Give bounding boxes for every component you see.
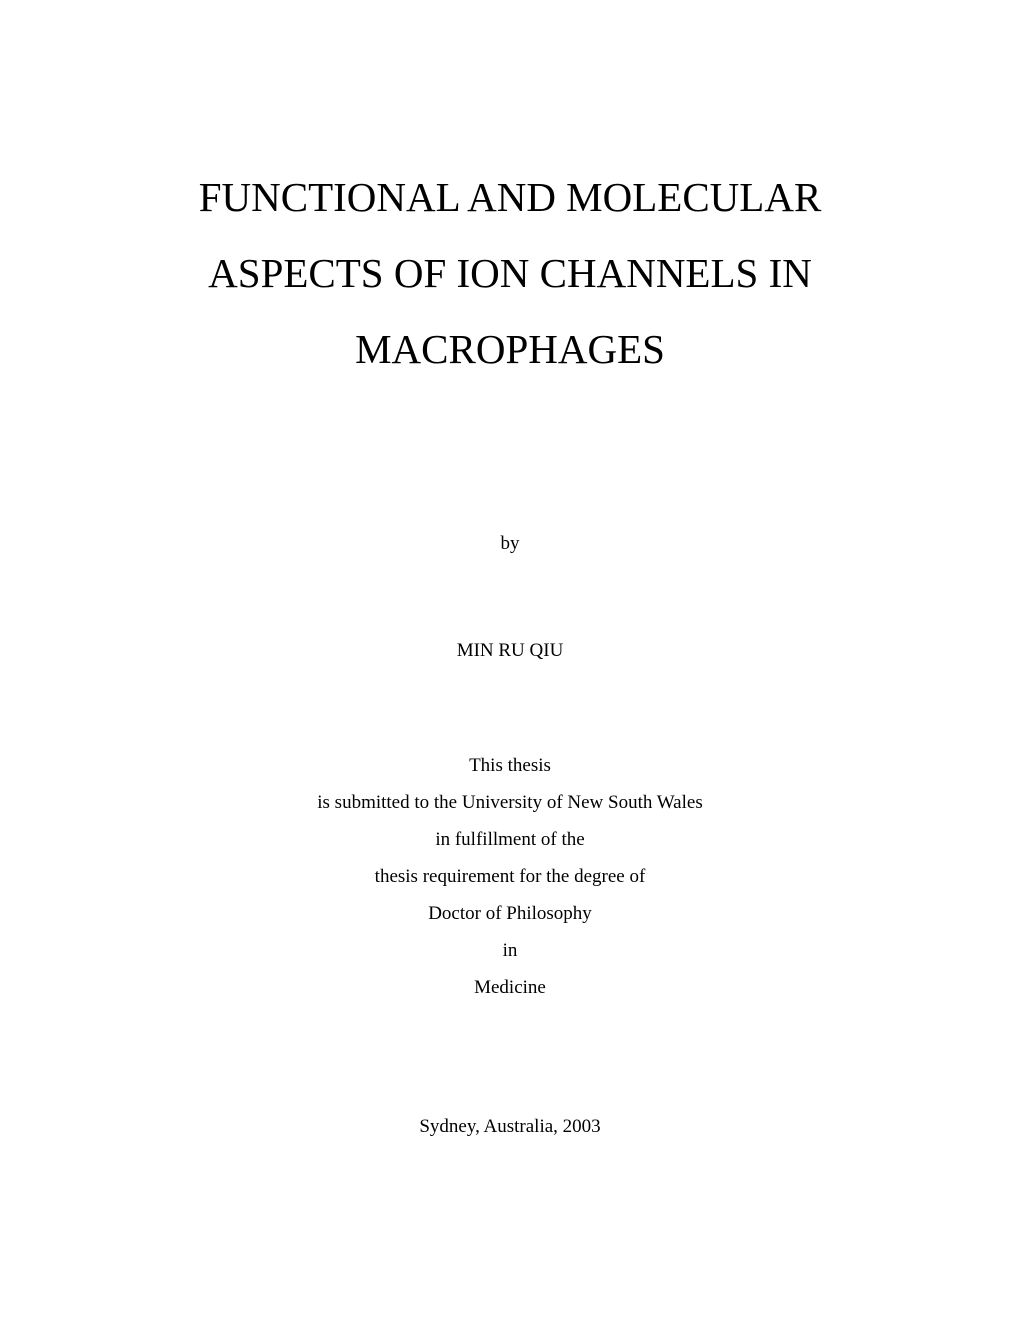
- submission-line-7: Medicine: [317, 969, 702, 1006]
- submission-line-6: in: [317, 932, 702, 969]
- author-name: MIN RU QIU: [457, 640, 564, 662]
- submission-line-2: is submitted to the University of New So…: [317, 784, 702, 821]
- thesis-title-page: FUNCTIONAL AND MOLECULAR ASPECTS OF ION …: [0, 0, 1020, 1320]
- submission-line-1: This thesis: [317, 747, 702, 784]
- by-label: by: [501, 533, 520, 555]
- title-line-1: FUNCTIONAL AND MOLECULAR: [199, 174, 822, 220]
- title-line-3: MACROPHAGES: [355, 326, 665, 372]
- submission-line-4: thesis requirement for the degree of: [317, 858, 702, 895]
- location-date: Sydney, Australia, 2003: [419, 1116, 600, 1138]
- thesis-title: FUNCTIONAL AND MOLECULAR ASPECTS OF ION …: [199, 160, 822, 388]
- submission-line-5: Doctor of Philosophy: [317, 895, 702, 932]
- submission-statement: This thesis is submitted to the Universi…: [317, 747, 702, 1006]
- submission-line-3: in fulfillment of the: [317, 821, 702, 858]
- title-line-2: ASPECTS OF ION CHANNELS IN: [208, 250, 812, 296]
